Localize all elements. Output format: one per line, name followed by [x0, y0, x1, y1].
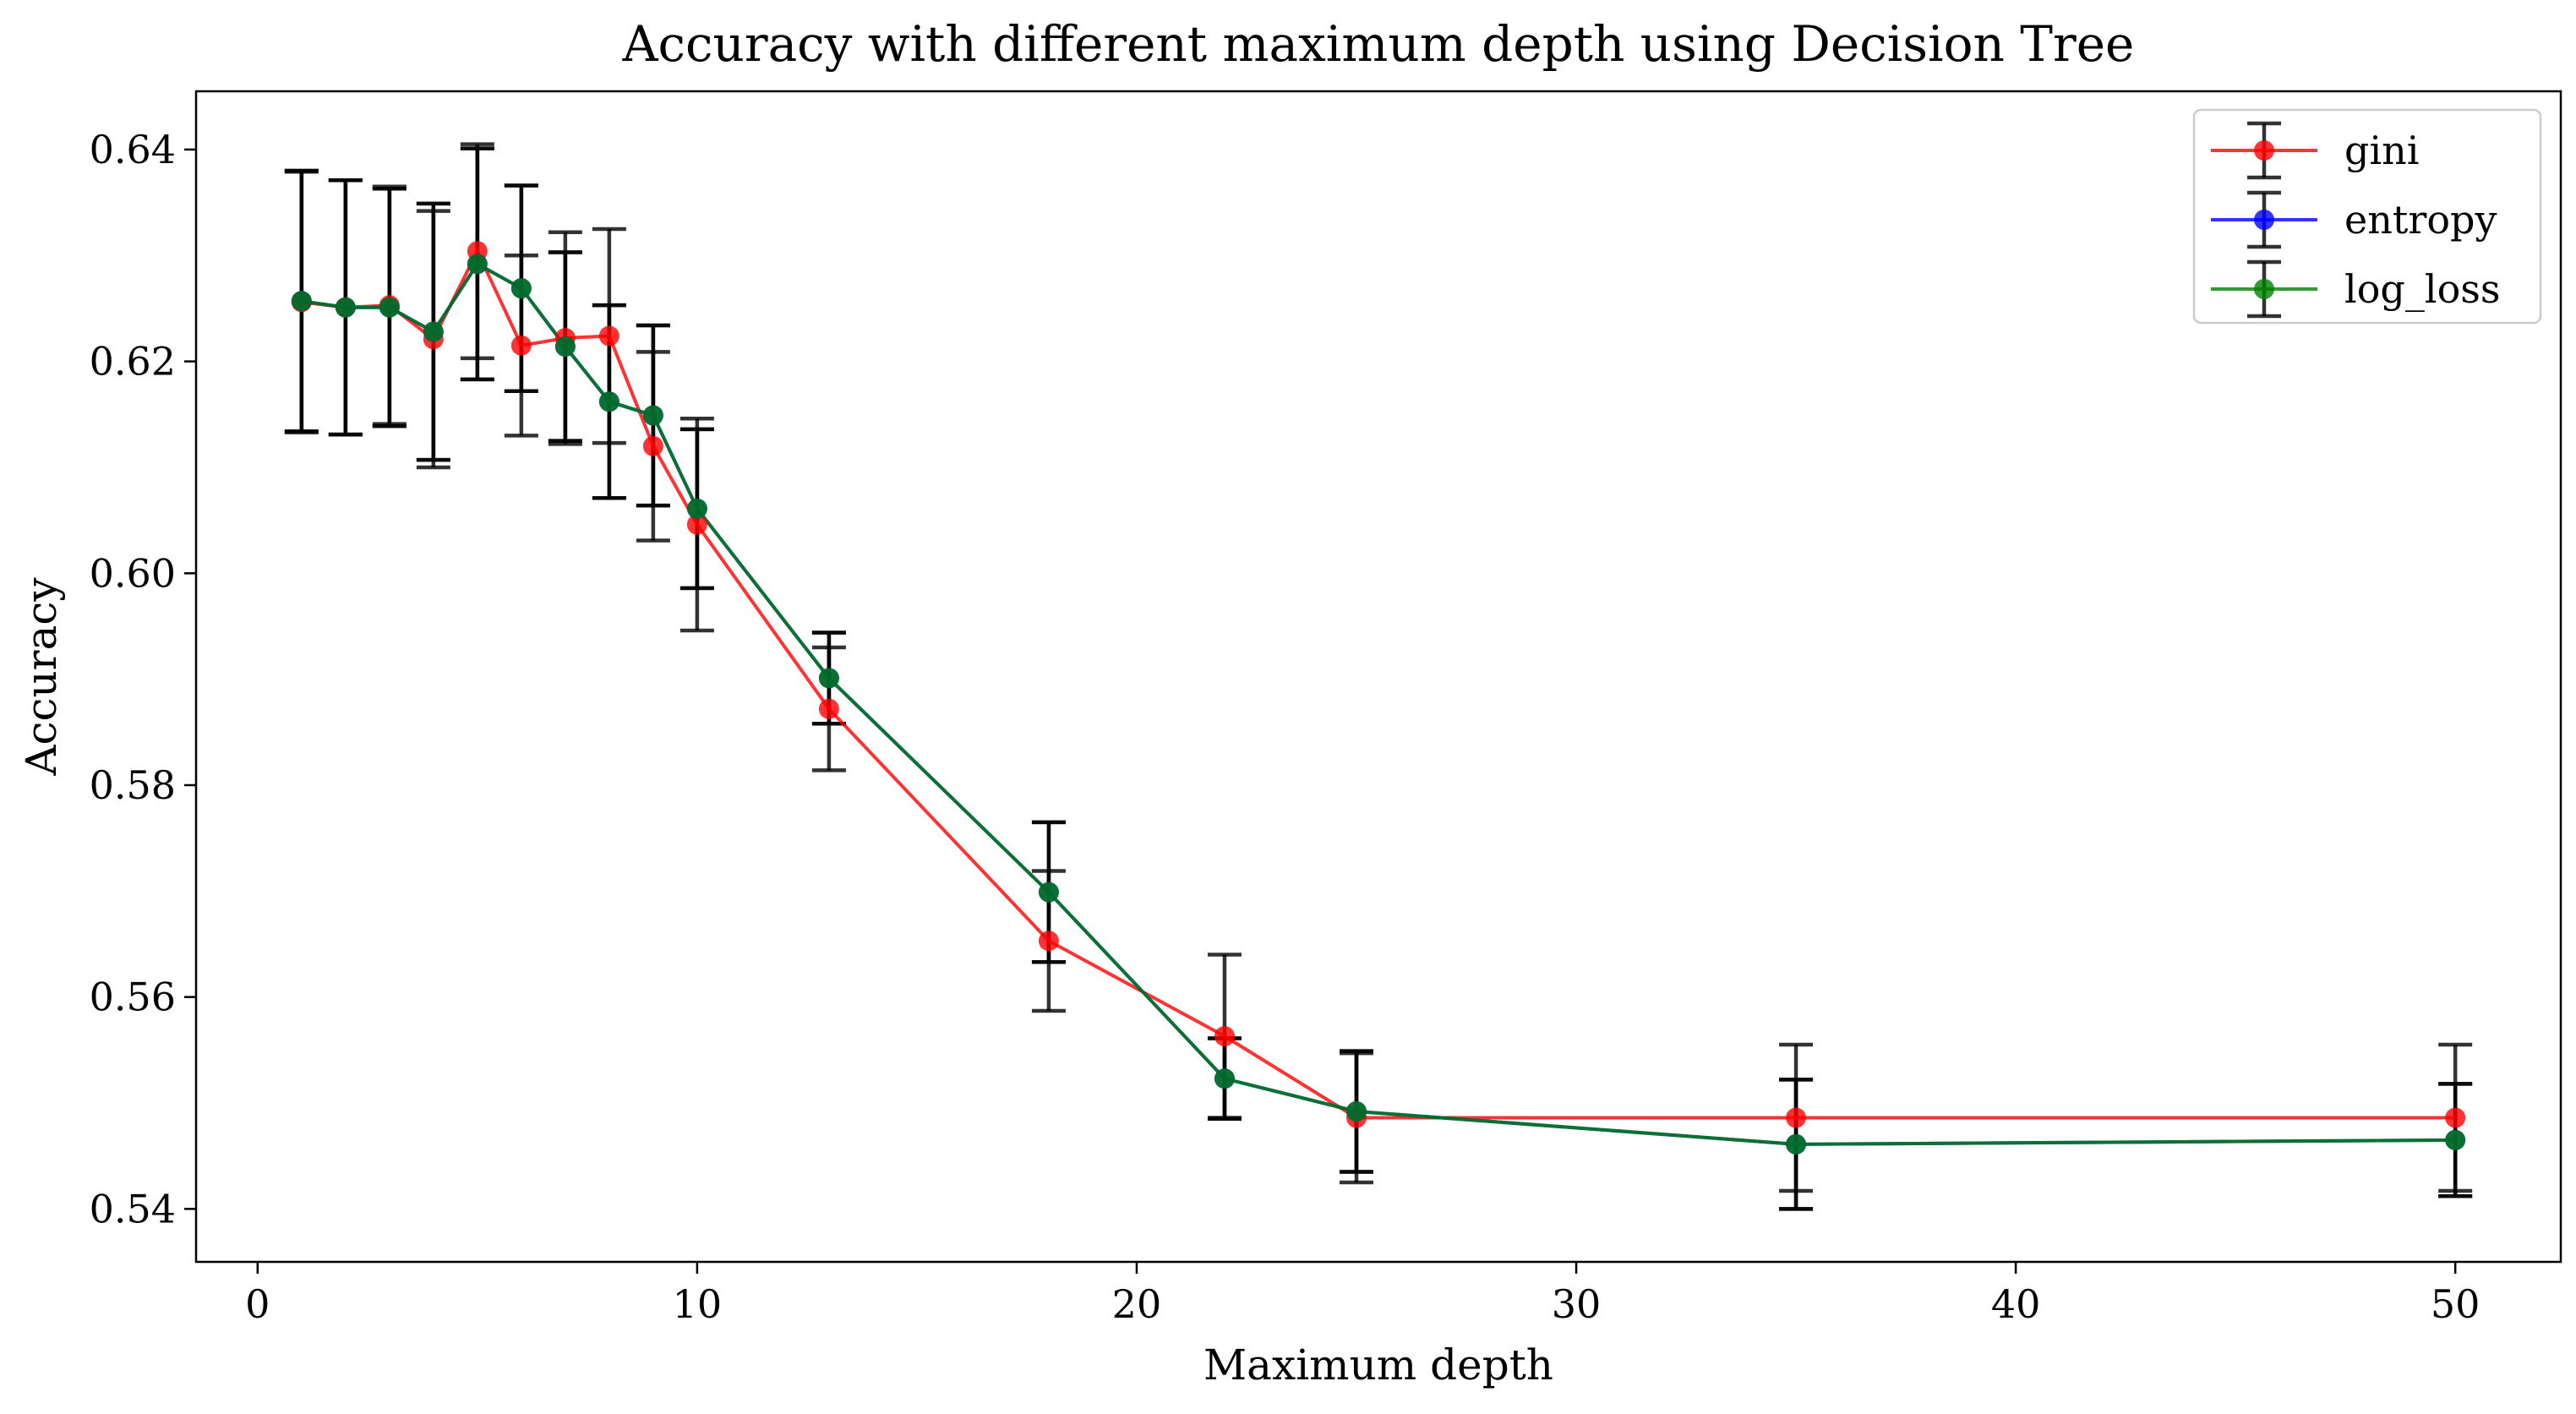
x-tick-label: 30: [1552, 1281, 1602, 1327]
chart-title: Accuracy with different maximum depth us…: [622, 15, 2135, 73]
y-tick-label: 0.56: [90, 975, 176, 1020]
legend: gini entropy log_loss: [2192, 108, 2542, 325]
x-tick-label: 50: [2431, 1281, 2480, 1327]
legend-label-log_loss: log_loss: [2344, 266, 2500, 312]
log_loss-point: [291, 291, 312, 312]
y-tick-label: 0.64: [90, 127, 176, 172]
legend-marker: [2254, 140, 2274, 161]
log_loss-point: [642, 405, 663, 426]
x-tick-label: 0: [245, 1281, 270, 1327]
legend-box: [2192, 108, 2542, 325]
gini-point: [1214, 1026, 1235, 1047]
gini-point: [2445, 1107, 2466, 1128]
legend-label-entropy: entropy: [2344, 197, 2497, 243]
gini-point: [1786, 1107, 1807, 1128]
gini-point: [642, 435, 663, 456]
x-axis-ticks: 0 10 20 30 40 50: [245, 1262, 2480, 1327]
log_loss-point: [686, 498, 707, 519]
series-points-layer: [291, 241, 2466, 1155]
y-axis-title: Accuracy: [17, 577, 66, 777]
legend-marker: [2254, 279, 2274, 299]
x-tick-label: 20: [1112, 1281, 1162, 1327]
log_loss-point: [379, 297, 400, 318]
gini-point: [686, 514, 707, 535]
log_loss-line: [301, 262, 2456, 1146]
gini-point: [818, 698, 839, 719]
gini-point: [1038, 931, 1059, 952]
log_loss-point: [423, 321, 444, 342]
gini-point: [598, 325, 619, 347]
legend-item-gini: gini: [2211, 121, 2420, 180]
legend-label-gini: gini: [2344, 128, 2420, 173]
x-tick-label: 10: [673, 1281, 723, 1327]
log_loss-point: [335, 297, 356, 318]
log_loss-point: [510, 278, 532, 299]
plot-frame: [194, 90, 2562, 1264]
y-tick-label: 0.60: [90, 550, 176, 596]
y-tick-label: 0.62: [90, 339, 176, 385]
log_loss-point: [1214, 1068, 1235, 1089]
log_loss-point: [1038, 882, 1059, 903]
legend-item-entropy: entropy: [2211, 190, 2497, 249]
y-tick-label: 0.58: [90, 762, 176, 808]
y-axis-ticks: 0.54 0.56 0.58 0.60 0.62 0.64: [90, 127, 196, 1231]
log_loss-point: [818, 668, 839, 689]
x-tick-label: 40: [1991, 1281, 2041, 1327]
log_loss-point: [598, 391, 619, 412]
legend-marker: [2254, 210, 2274, 230]
gini-point: [510, 335, 532, 356]
series-lines-layer: [301, 249, 2456, 1146]
legend-item-log_loss: log_loss: [2211, 259, 2500, 319]
gini-line: [301, 249, 2456, 1120]
log_loss-point: [554, 336, 576, 358]
log_loss-point: [467, 254, 488, 275]
log_loss-point: [1345, 1101, 1367, 1122]
log_loss-point: [1786, 1133, 1807, 1155]
y-tick-label: 0.54: [90, 1186, 176, 1231]
log_loss-point: [2445, 1129, 2466, 1150]
x-axis-title: Maximum depth: [1203, 1340, 1553, 1389]
